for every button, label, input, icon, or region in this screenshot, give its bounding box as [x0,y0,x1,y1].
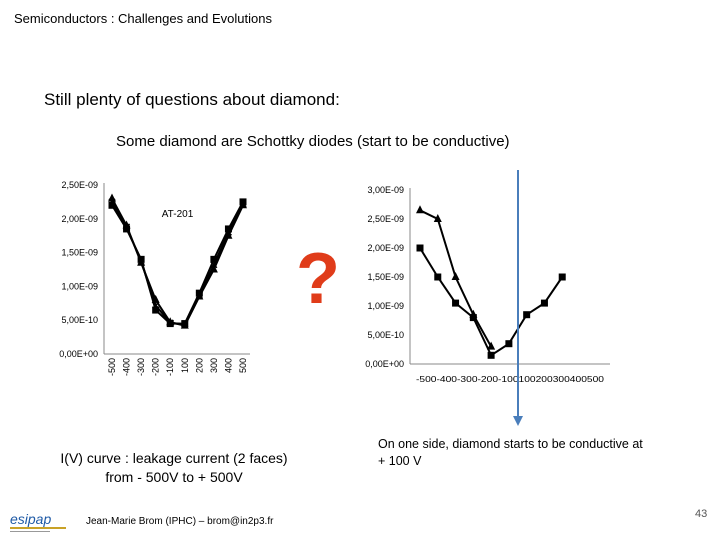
x-tick-label: -500-400-300-200-100100200300400500 [416,374,604,384]
data-point [523,311,531,319]
data-point [451,272,460,280]
data-point [434,273,442,281]
chart-right: 0,00E+00 5,00E-10 1,00E-09 1,50E-09 2,00E-09… [365,185,610,384]
chart-left: 0,00E+00 5,00E-10 1,00E-09 1,50E-09 2,00E-09… [59,180,250,376]
data-point [433,214,442,222]
y-tick-label: 2,50E-09 [367,214,404,224]
data-point [558,273,566,281]
y-tick-label: 2,00E-09 [61,214,98,224]
logo-text: esipap [10,511,51,527]
data-point [452,299,460,307]
vertical-marker-arrow [513,170,523,426]
caption-left-line1: I(V) curve : leakage current (2 faces) [60,450,288,466]
data-point [210,255,218,263]
x-tick-label: -300 [136,358,146,376]
data-point [487,341,496,350]
data-point [487,351,495,359]
data-point [152,306,160,314]
y-tick-label: 2,00E-09 [367,243,404,253]
data-point [416,244,424,252]
y-tick-label: 1,50E-09 [367,272,404,282]
x-tick-label: 400 [223,358,233,373]
caption-right: On one side, diamond starts to be conduc… [378,437,643,468]
data-point [108,193,116,202]
y-tick-label: 5,00E-10 [367,330,404,340]
data-point [181,320,189,328]
y-tick-label: 1,50E-09 [61,248,98,258]
caption-left-line2: from - 500V to + 500V [105,469,243,485]
x-tick-label: 200 [194,358,204,373]
data-point [108,198,116,206]
y-tick-label: 5,00E-10 [61,315,98,325]
data-point [166,319,174,327]
slide-header: Semiconductors : Challenges and Evolutio… [14,11,272,26]
data-point [540,299,548,307]
x-tick-label: -400 [122,358,132,376]
data-point [469,314,477,322]
data-point [123,223,131,231]
x-tick-label: -100 [165,358,175,376]
question-mark: ? [296,239,340,319]
data-point [152,301,160,309]
slide-headline: Still plenty of questions about diamond: [44,90,340,109]
data-point [224,228,232,236]
x-tick-label: 500 [238,358,248,373]
x-tick-label: -200 [151,358,161,376]
y-tick-label: 1,00E-09 [61,281,98,291]
data-point [505,340,513,348]
x-tick-label: -500 [107,358,117,376]
data-point [210,261,218,269]
page-number: 43 [695,508,708,520]
chart-title: AT-201 [162,209,194,220]
x-tick-label: 100 [180,358,190,373]
data-point [195,291,203,299]
y-tick-label: 1,00E-09 [367,301,404,311]
data-point [224,225,232,233]
y-tick-label: 2,50E-09 [61,180,98,190]
footer-author: Jean-Marie Brom (IPHC) – brom@in2p3.fr [86,516,274,527]
data-point [137,257,145,265]
y-tick-label: 0,00E+00 [59,349,98,359]
series-line [111,201,244,325]
series-line [111,201,244,326]
data-point [416,205,424,214]
slide-subtitle: Some diamond are Schottky diodes (start … [116,133,510,150]
y-tick-label: 3,00E-09 [367,185,404,195]
esipap-logo: esipap [8,510,72,536]
x-tick-label: 300 [209,358,219,373]
series-line [419,247,564,357]
y-tick-label: 0,00E+00 [365,359,404,369]
data-point [239,198,247,206]
data-point [108,201,116,209]
data-point [239,200,247,208]
caption-left: I(V) curve : leakage current (2 faces) f… [58,449,290,487]
